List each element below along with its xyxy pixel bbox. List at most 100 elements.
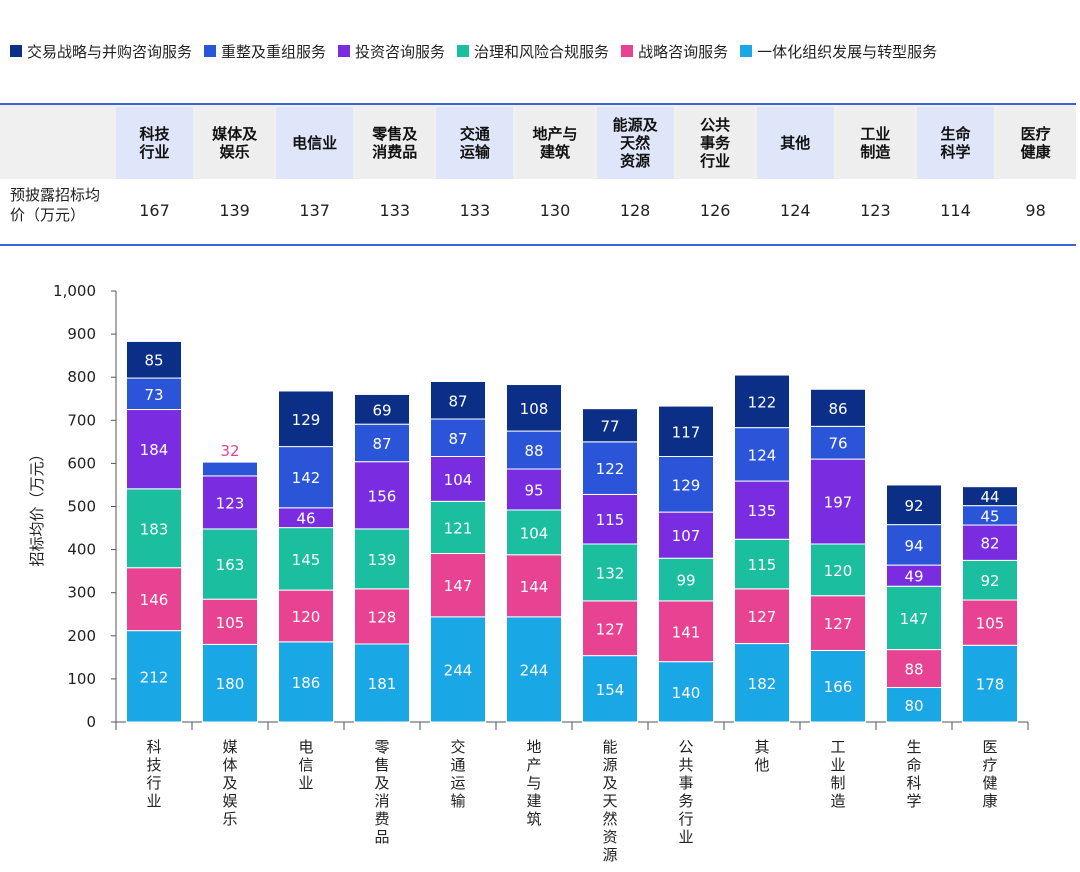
bar-data-label: 156 [368, 487, 397, 505]
bar-data-label: 132 [596, 564, 625, 582]
bar-segment [886, 649, 942, 689]
legend-swatch [10, 45, 22, 57]
bar-segment [886, 585, 942, 651]
y-axis-title: 招标均价（万元） [28, 446, 46, 566]
bar-data-label: 122 [748, 393, 777, 411]
bar-data-label: 85 [144, 352, 163, 370]
table-header-cell: 媒体及 娱乐 [196, 107, 274, 179]
bar-data-label: 166 [824, 678, 853, 696]
x-category-char: 及 [602, 774, 617, 792]
bar-segment [962, 524, 1018, 561]
x-category-char: 科 [906, 774, 921, 792]
bar-segment [582, 408, 638, 443]
bar-data-label: 140 [672, 684, 701, 702]
bar-segment [506, 616, 562, 723]
table-header-cell: 公共 事务 行业 [676, 107, 754, 179]
bar-data-label: 197 [824, 494, 853, 512]
bar-data-label: 145 [292, 551, 321, 569]
bar-data-label: 122 [596, 460, 625, 478]
bar-segment [126, 567, 182, 632]
table-value-cell: 126 [699, 201, 731, 220]
table-value-cell: 167 [139, 201, 170, 220]
bar-data-label: 115 [596, 511, 625, 529]
x-category-char: 其 [754, 738, 769, 756]
bar-segment [354, 423, 410, 463]
bar-segment [658, 600, 714, 663]
bar-segment [354, 528, 410, 590]
bar-segment [430, 381, 486, 420]
x-category-char: 天 [602, 792, 617, 810]
legend-label: 一体化组织发展与转型服务 [757, 42, 938, 61]
bar-segment [658, 405, 714, 458]
bar-segment [506, 554, 562, 618]
table-value-cell: 137 [299, 201, 330, 220]
x-category-char: 费 [374, 810, 389, 828]
y-tick-label: 700 [67, 411, 96, 429]
bar-data-label: 182 [748, 675, 777, 693]
bar-data-label: 80 [904, 697, 923, 715]
table-header-row: 科技 行业 媒体及 娱乐 电信业 零售及 消费品 交通 运输 地产与 建筑 能源及 天然 资源 公共 事务 行业… [0, 105, 1076, 179]
x-category-char: 信 [298, 756, 313, 774]
x-category-char: 疗 [982, 756, 997, 774]
legend-label: 治理和风险合规服务 [474, 42, 610, 61]
table-header-cell: 医疗 健康 [997, 107, 1075, 179]
table-header-cell: 零售及 消费品 [356, 107, 434, 179]
table-value-cell: 139 [219, 201, 250, 220]
bar-data-label: 99 [676, 572, 695, 590]
bar-data-label: 73 [144, 386, 163, 404]
bar-segment [506, 468, 562, 511]
bar-data-label: 127 [748, 608, 777, 626]
table-value-cell: 133 [459, 201, 491, 220]
stacked-bar-chart: 0 100 200 300 400 500 600 700 800 900 1,000 招标均价（万元… [28, 282, 1029, 864]
bar-data-label: 44 [980, 488, 999, 506]
bar-data-label: 139 [368, 551, 397, 569]
bar-segment [810, 388, 866, 427]
legend-item: 交易战略与并购咨询服务 [10, 41, 192, 62]
x-category-char: 制 [830, 774, 845, 792]
bar-data-label: 127 [596, 620, 625, 638]
bar-segment [886, 524, 942, 566]
x-category-char: 造 [830, 792, 845, 810]
bar-segment [810, 595, 866, 651]
table-header-cell: 交通 运输 [436, 107, 514, 179]
x-category-label: 地产与建筑 [526, 738, 541, 828]
bar-segment [126, 409, 182, 490]
bar-data-label: 212 [140, 668, 169, 686]
bar-segment [202, 643, 258, 723]
legend-swatch [621, 45, 634, 57]
x-category-char: 媒 [222, 738, 237, 756]
bar-data-label: 144 [520, 578, 549, 596]
table-value-cell: 114 [940, 201, 971, 220]
bar-data-label: 108 [520, 400, 549, 418]
x-category-char: 健 [982, 774, 997, 792]
x-category-char: 通 [450, 756, 465, 774]
x-category-char: 与 [526, 774, 541, 792]
bar-data-label: 244 [520, 661, 549, 679]
x-category-label: 工业制造 [830, 738, 845, 810]
x-category-char: 乐 [222, 810, 237, 828]
bar-data-label: 180 [216, 675, 245, 693]
x-category-char: 输 [450, 792, 465, 810]
bar-segment [734, 538, 790, 590]
legend-label: 战略咨询服务 [638, 42, 729, 61]
bar-segment [810, 543, 866, 597]
x-category-char: 科 [146, 738, 161, 756]
legend-item: 重整及重组服务 [204, 41, 326, 62]
y-tick-label: 0 [86, 713, 96, 731]
table-value-cell: 123 [860, 201, 891, 220]
bar-data-label: 69 [372, 401, 391, 419]
x-category-char: 命 [906, 756, 921, 774]
bar-segment [278, 446, 334, 509]
bar-data-label: 128 [368, 608, 397, 626]
bar-data-label: 88 [904, 661, 923, 679]
x-category-char: 业 [830, 756, 845, 774]
x-category-char: 务 [678, 792, 693, 810]
x-category-char: 零 [374, 738, 389, 756]
table-row-label: 预披露招标均价（万元） [10, 186, 101, 224]
bar-data-label: 163 [216, 556, 245, 574]
x-category-char: 行 [678, 810, 693, 828]
x-category-char: 及 [374, 774, 389, 792]
x-category-char: 运 [450, 774, 465, 792]
x-category-label: 医疗健康 [982, 738, 997, 810]
bar-segment [430, 616, 486, 723]
